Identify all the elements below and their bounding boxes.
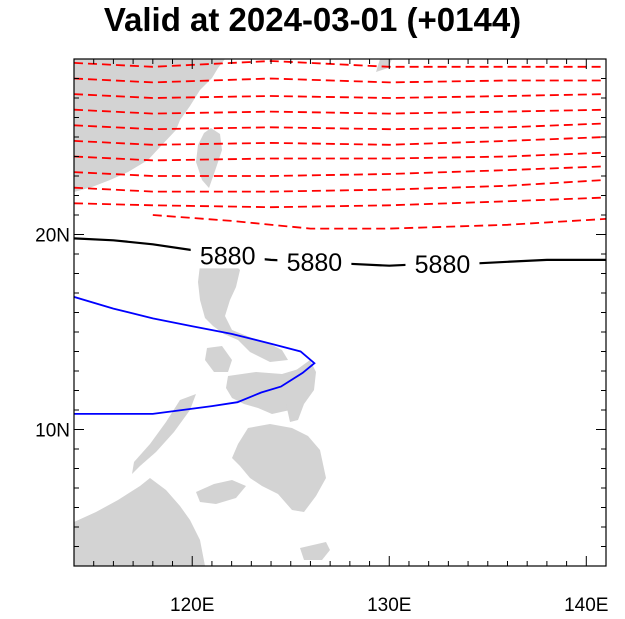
dashed-contour-line-11	[152, 214, 606, 230]
tick-layer: 120E 130E 140E 20N 10N	[35, 58, 608, 616]
dashed-contour-line-5	[74, 122, 606, 131]
map-title: Valid at 2024-03-01 (+0144)	[103, 1, 522, 38]
y-tick-label-10: 10N	[35, 421, 70, 442]
y-tick-label-20: 20N	[35, 226, 70, 247]
x-tick-label-130: 130E	[367, 595, 411, 616]
taiwan-island	[196, 128, 222, 188]
contour-label-3: 5880	[415, 251, 471, 279]
celebes-north-arm	[300, 542, 330, 560]
china-coast-landmass	[74, 59, 225, 192]
dashed-contour-line-7	[74, 151, 606, 162]
palawan-island	[132, 394, 196, 474]
x-tick-label-120: 120E	[170, 595, 214, 616]
dashed-contours-layer	[74, 60, 606, 230]
x-tick-label-140: 140E	[564, 595, 608, 616]
region-outline-layer	[74, 296, 316, 415]
contour-label-1: 5880	[200, 242, 256, 270]
dashed-contour-line-4	[74, 108, 606, 115]
luzon-island	[198, 252, 288, 362]
dashed-contour-line-3	[74, 93, 606, 99]
contour-label-background-2	[277, 246, 352, 275]
contour-label-2: 5880	[287, 249, 343, 277]
contour-label-background-1	[190, 240, 265, 269]
dashed-contour-line-6	[74, 136, 606, 146]
contour-label-background-3	[405, 248, 480, 277]
sulu-islands	[196, 480, 246, 504]
dashed-contour-line-10	[74, 196, 606, 209]
dashed-contour-line-9	[74, 179, 606, 193]
mindanao-island	[232, 424, 326, 512]
okinawa-islet	[376, 59, 392, 72]
mindoro-island	[205, 346, 232, 372]
dashed-contour-line-2	[74, 77, 606, 84]
region-outline-line	[74, 296, 316, 415]
borneo-landmass	[74, 478, 205, 566]
highlight-contour-layer: 5880 5880 5880	[74, 237, 606, 279]
samar-leyte-islands	[286, 360, 316, 422]
dashed-contour-line-8	[74, 165, 606, 177]
land-layer	[74, 59, 392, 566]
